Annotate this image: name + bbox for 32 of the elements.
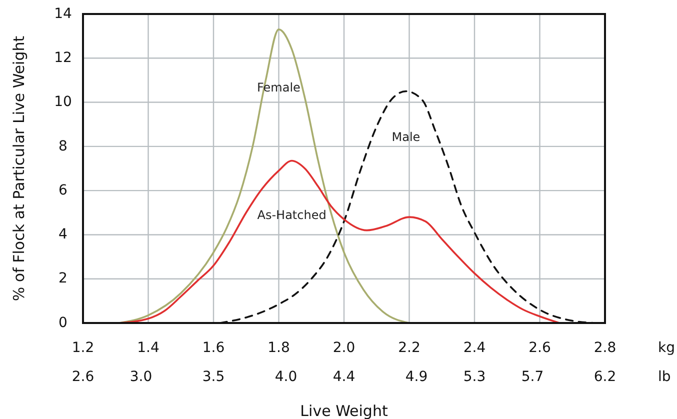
x2-tick-label: 4.0	[274, 369, 298, 385]
series-label: Male	[392, 130, 420, 144]
y-tick-label: 8	[58, 138, 68, 154]
series-label: As-Hatched	[257, 208, 326, 222]
x2-tick-label: 5.7	[521, 369, 544, 385]
y-tick-label: 14	[54, 6, 72, 22]
x-tick-label: 2.2	[398, 340, 420, 356]
x2-tick-label: 2.6	[72, 369, 94, 385]
x2-tick-label: 4.9	[405, 369, 428, 385]
y-tick-label: 12	[54, 50, 72, 66]
x-tick-label: 1.8	[268, 340, 290, 356]
x-tick-label: 2.8	[594, 340, 616, 356]
y-tick-label: 10	[54, 94, 72, 110]
x-axis-title: Live Weight	[300, 402, 388, 419]
x-tick-label: 1.6	[202, 340, 225, 356]
text: kg	[658, 340, 675, 356]
x-tick-label: 2.4	[463, 340, 486, 356]
y-axis-title: % of Flock at Particular Live Weight	[10, 36, 28, 302]
x2-tick-label: 6.2	[594, 369, 616, 385]
y-tick-label: 6	[58, 182, 68, 198]
x-tick-label: 1.2	[72, 340, 94, 356]
x2-tick-label: 3.0	[130, 369, 152, 385]
x2-tick-label: 3.5	[202, 369, 225, 385]
x-tick-label: 1.4	[137, 340, 160, 356]
x-tick-label: 2.0	[332, 340, 356, 356]
y-tick-label: 0	[58, 314, 68, 331]
y-tick-label: 4	[58, 226, 68, 243]
x-tick-label: 2.6	[528, 340, 551, 356]
y-tick-label: 2	[58, 270, 68, 287]
x2-tick-label: 4.4	[332, 369, 356, 385]
x2-tick-label: 5.3	[463, 369, 486, 385]
text: lb	[658, 369, 671, 385]
